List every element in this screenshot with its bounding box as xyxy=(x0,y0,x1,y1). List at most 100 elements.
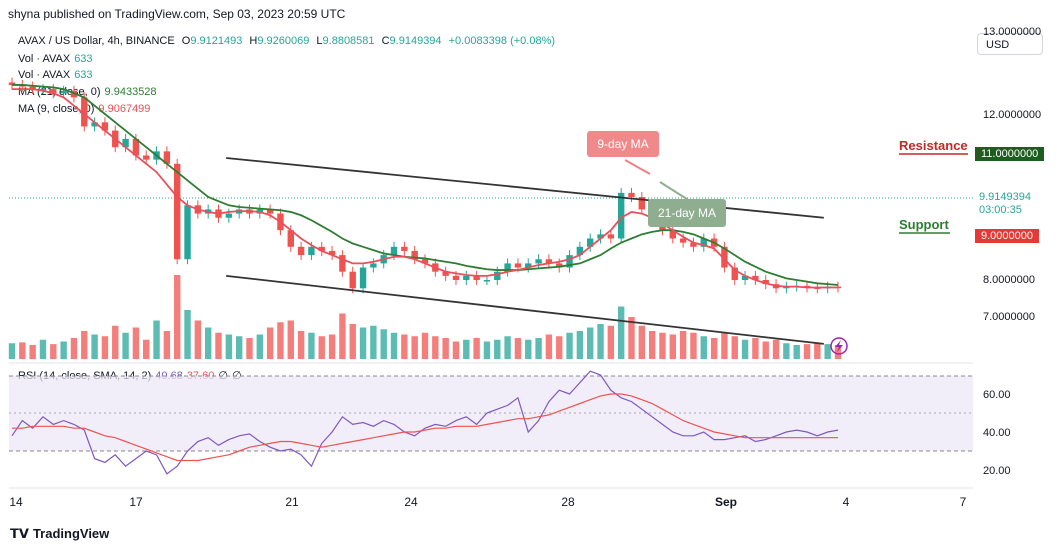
candle-body xyxy=(514,263,522,268)
price-tick-label: 7.0000000 xyxy=(983,311,1035,323)
time-tick-label: 21 xyxy=(285,495,299,509)
volume-bar xyxy=(297,331,305,359)
volume-bar xyxy=(535,338,542,359)
volume-bar xyxy=(607,325,615,359)
candle-body xyxy=(576,246,584,256)
candle-body xyxy=(359,267,367,289)
volume-legend-1: Vol · AVAX 633 xyxy=(18,53,93,65)
ma21-pointer xyxy=(659,181,691,202)
candle-body xyxy=(473,275,480,280)
rsi-tick-label: 40.00 xyxy=(983,427,1011,439)
volume-bar xyxy=(514,338,522,359)
candles xyxy=(8,77,842,294)
candle-body xyxy=(173,163,181,260)
change-value: +0.0083398 (+0.08%) xyxy=(448,35,556,47)
resistance-label: Resistance xyxy=(899,138,968,153)
ma9-annotation-label: 9-day MA xyxy=(597,137,648,151)
ma21-annotation-box xyxy=(648,199,726,227)
candle-body xyxy=(628,192,635,197)
volume-bar xyxy=(246,338,253,359)
trendline-lower xyxy=(226,274,824,345)
volume-bar xyxy=(411,336,418,359)
candle-body xyxy=(442,271,449,276)
volume-bar xyxy=(50,344,57,359)
volume-bar xyxy=(204,327,212,359)
currency-button[interactable]: USD xyxy=(977,33,1043,55)
publisher-header: shyna published on TradingView.com, Sep … xyxy=(8,7,346,21)
symbol-name[interactable]: AVAX / US Dollar, 4h, BINANCE xyxy=(18,35,175,47)
price-tick-label: 8.0000000 xyxy=(983,274,1035,286)
volume-bar xyxy=(525,339,532,359)
volume-bar xyxy=(483,341,491,359)
candle-body xyxy=(566,255,573,268)
support-label: Support xyxy=(899,217,949,232)
price-tick-label: 12.0000000 xyxy=(983,109,1041,121)
candle-body xyxy=(308,246,315,256)
resistance-price-pill: 11.0000000 xyxy=(975,147,1045,161)
symbol-legend: AVAX / US Dollar, 4h, BINANCE O9.9121493… xyxy=(18,35,559,47)
volume-bar xyxy=(648,331,656,359)
trendline-upper xyxy=(226,157,824,219)
candle-body xyxy=(607,234,615,239)
volume-bar xyxy=(81,331,88,359)
volume-bar xyxy=(772,339,780,359)
ma21-line xyxy=(12,84,839,286)
volume-bar xyxy=(824,344,831,359)
volume-bar xyxy=(287,320,294,359)
volume-bar xyxy=(638,325,646,359)
volume-bar xyxy=(39,339,47,359)
candle-body xyxy=(556,263,563,268)
volume-bar xyxy=(60,341,67,359)
volume-bar xyxy=(710,338,718,359)
candle-body xyxy=(266,209,274,214)
volume-bar xyxy=(700,336,707,359)
volume-bar xyxy=(163,331,171,359)
volume-bar xyxy=(143,339,150,359)
time-tick-label: 28 xyxy=(561,495,575,509)
volume-bar xyxy=(380,329,387,359)
time-tick-label: 24 xyxy=(404,495,418,509)
volume-bar xyxy=(173,275,181,359)
volume-bar xyxy=(194,320,202,359)
ma21-annotation-label: 21-day MA xyxy=(658,206,716,220)
candle-body xyxy=(81,97,88,127)
volume-bar xyxy=(617,306,625,359)
volume-bar xyxy=(731,336,738,359)
volume-bar xyxy=(721,332,728,359)
price-tick-label: 13.0000000 xyxy=(983,26,1041,38)
candle-body xyxy=(370,263,377,268)
tradingview-logo-icon: 𝗧𝗩 xyxy=(10,526,29,541)
candle-body xyxy=(163,151,171,164)
candle-body xyxy=(762,280,769,285)
volume-bar xyxy=(494,339,501,359)
volume-bar xyxy=(132,327,140,359)
volume-bar xyxy=(401,334,408,359)
last-price-value: 9.9149394 xyxy=(979,191,1031,203)
candle-body xyxy=(752,275,759,280)
candle-body xyxy=(328,250,336,256)
volume-bars xyxy=(8,275,842,359)
lightning-icon[interactable] xyxy=(830,337,848,355)
volume-bar xyxy=(432,336,439,359)
volume-bar xyxy=(762,341,769,359)
candle-body xyxy=(535,259,542,264)
volume-bar xyxy=(783,343,790,359)
volume-bar xyxy=(452,341,460,359)
open-value: O9.9121493 xyxy=(181,35,243,47)
candle-body xyxy=(586,238,594,247)
candle-body xyxy=(8,82,16,85)
ma21-legend: MA (21, close, 0) 9.9433528 xyxy=(18,86,157,98)
candle-body xyxy=(297,246,305,256)
support-price-pill: 9.0000000 xyxy=(975,229,1039,243)
candle-body xyxy=(669,230,677,239)
volume-bar xyxy=(19,342,26,359)
candle-body xyxy=(690,242,697,247)
candle-body xyxy=(525,263,532,268)
candle-body xyxy=(184,205,191,260)
candle-body xyxy=(617,192,625,239)
candle-body xyxy=(287,230,294,247)
volume-bar xyxy=(566,332,573,359)
tradingview-logo[interactable]: 𝗧𝗩 TradingView xyxy=(10,526,110,541)
candle-body xyxy=(101,122,109,131)
